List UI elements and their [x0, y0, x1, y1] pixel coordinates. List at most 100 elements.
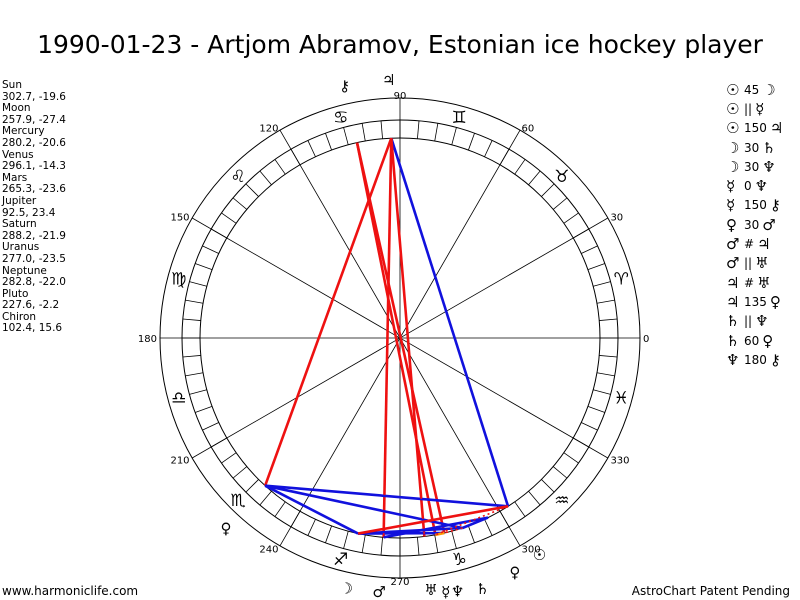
aspect-planet-a-icon: ♂ [726, 254, 740, 273]
aspect-planet-b-icon: ⚷ [769, 196, 781, 215]
sign-libra-icon: ♎ [171, 388, 186, 408]
aspect-row: ♂ # ♃ [726, 234, 787, 253]
degree-label: 270 [390, 577, 409, 588]
aspect-value: # [744, 237, 755, 252]
degree-tick [232, 466, 248, 479]
sign-leo-icon: ♌ [230, 167, 245, 187]
degree-tick [514, 501, 526, 517]
degree-tick [189, 389, 207, 395]
degree-tick [541, 479, 555, 493]
degree-tick [182, 318, 201, 321]
planet-coords-uranus: 277.0, -23.5 [2, 252, 66, 265]
planet-coords-neptune: 282.8, -22.0 [2, 276, 66, 289]
planet-jupiter-icon: ♃ [382, 71, 395, 89]
aspect-value: 30 [744, 217, 760, 232]
planet-position-list: Sun 302.7, -19.6 Moon 257.9, -27.4 Mercury 28… [2, 79, 66, 335]
degree-label: 90 [394, 91, 407, 102]
aspect-planet-b-icon: ♀ [769, 292, 781, 311]
degree-tick [189, 281, 207, 287]
planet-coords-mercury: 280.2, -20.6 [2, 136, 66, 149]
footer-patent-note: AstroChart Patent Pending [631, 584, 790, 598]
aspect-line [461, 516, 489, 530]
aspect-row: ☽ 30 ♄ [726, 138, 787, 157]
degree-tick [552, 466, 568, 479]
planet-coords-chiron: 102.4, 15.6 [2, 322, 63, 335]
chart-title: 1990-01-23 - Artjom Abramov, Estonian ic… [37, 30, 763, 59]
degree-tick [541, 183, 555, 197]
aspect-line [355, 142, 437, 536]
aspect-planet-b-icon: ♄ [762, 138, 776, 157]
planet-name-saturn: Saturn [2, 218, 37, 231]
footer-website: www.harmoniclife.com [2, 584, 139, 598]
aspect-value: 45 [744, 82, 760, 97]
degree-tick [185, 299, 204, 304]
aspect-planet-b-icon: ♅ [757, 273, 771, 292]
degree-tick [484, 519, 493, 536]
degree-tick [468, 525, 475, 543]
degree-tick [552, 197, 568, 210]
aspect-planet-b-icon: ♆ [755, 312, 769, 331]
aspect-line [264, 484, 359, 535]
aspect-line [382, 138, 393, 538]
planet-coords-sun: 302.7, -19.6 [2, 90, 66, 103]
aspect-planet-a-icon: ♀ [726, 215, 737, 234]
aspect-planet-b-icon: ♅ [755, 254, 769, 273]
aspect-row: ☉ 45 ☽ [726, 80, 787, 99]
planet-mercury-icon: ☿ [441, 583, 450, 600]
aspect-planet-b-icon: ♂ [762, 215, 776, 234]
aspect-line [263, 137, 393, 487]
degree-tick [245, 479, 259, 493]
aspect-planet-b-icon: ⚷ [769, 350, 781, 369]
degree-tick [202, 245, 219, 254]
degree-tick [581, 422, 598, 431]
aspect-line [264, 484, 463, 530]
aspect-planet-a-icon: ♄ [726, 312, 740, 331]
sign-aquarius-icon: ♒ [554, 491, 569, 511]
degree-tick [245, 183, 259, 197]
aspect-value: 60 [744, 333, 760, 348]
degree-label: 150 [170, 213, 189, 224]
degree-tick [596, 372, 615, 377]
degree-label: 30 [610, 213, 623, 224]
aspect-line [355, 142, 446, 534]
degree-tick [195, 263, 213, 270]
aspect-value: # [744, 275, 755, 290]
aspect-planet-a-icon: ♃ [726, 273, 740, 292]
degree-tick [380, 120, 383, 139]
degree-tick [259, 490, 272, 506]
degree-tick [484, 140, 493, 157]
aspect-row: ☉ || ☿ [726, 99, 787, 118]
aspect-planet-b-icon: ♃ [769, 119, 784, 138]
degree-tick [451, 127, 457, 145]
aspect-planet-a-icon: ☽ [726, 157, 740, 176]
planet-coords-venus: 296.1, -14.3 [2, 160, 66, 173]
aspect-row: ☿ 0 ♆ [726, 176, 787, 195]
degree-tick [325, 525, 332, 543]
degree-tick [185, 372, 204, 377]
aspect-row: ♃ 135 ♀ [726, 292, 787, 311]
aspect-row: ♆ 180 ⚷ [726, 350, 787, 369]
degree-label: 330 [610, 456, 629, 467]
aspect-line [390, 137, 510, 507]
sign-cancer-icon: ♋ [333, 108, 348, 128]
aspect-planet-a-icon: ☉ [726, 80, 740, 99]
sign-sagittarius-icon: ♐ [333, 550, 348, 570]
aspect-row: ☿ 150 ⚷ [726, 196, 787, 215]
degree-tick [599, 318, 618, 321]
planet-uranus-icon: ♅ [424, 581, 437, 599]
degree-tick [274, 159, 286, 175]
degree-tick [259, 170, 272, 186]
aspect-row: ♄ 60 ♀ [726, 331, 787, 350]
aspect-list: ☉ 45 ☽ ☉ || ☿ ☉ 150 ♃ ☽ 30 ♄ ☽ 30 ♆ ☿ 0 ♆ ☿ 150 ⚷ ♀ 30 ♂ ♂ # ♃ ♂ || ♅… [726, 80, 787, 369]
planet-coords-jupiter: 92.5, 23.4 [2, 206, 56, 219]
aspect-line [444, 527, 463, 534]
degree-tick [221, 212, 237, 224]
aspect-value: 180 [744, 352, 767, 367]
degree-tick [514, 159, 526, 175]
sign-scorpio-icon: ♏ [230, 491, 245, 511]
degree-tick [434, 534, 439, 553]
degree-tick [343, 531, 349, 549]
aspect-line [435, 505, 509, 536]
degree-tick [593, 389, 611, 395]
